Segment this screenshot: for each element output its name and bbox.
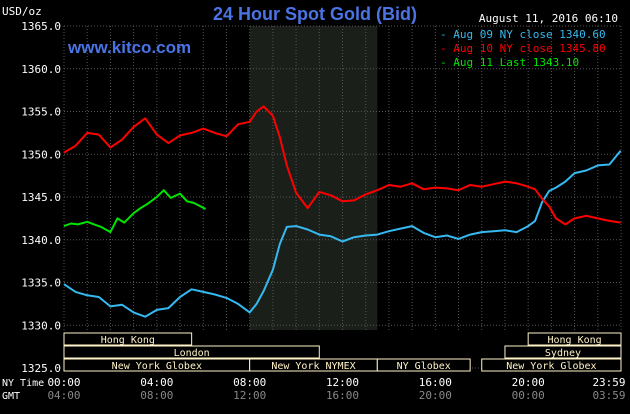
legend-item-aug09: - Aug 09 NY close 1340.60 (440, 28, 606, 41)
session-box (63, 345, 320, 359)
x-tick-label-gmt: 08:00 (140, 389, 173, 402)
x-axis-label-ny: NY Time (2, 378, 44, 389)
y-tick-label: 1360.0 (21, 63, 61, 76)
legend-item-aug11: - Aug 11 Last 1343.10 (440, 56, 580, 69)
legend-item-aug10: - Aug 10 NY close 1345.80 (440, 42, 606, 55)
y-tick-label: 1355.0 (21, 106, 61, 119)
y-tick-label: 1350.0 (21, 148, 61, 161)
x-tick-label-gmt: 12:00 (233, 389, 266, 402)
series-line-1 (63, 105, 621, 226)
session-label: London (174, 348, 210, 359)
session-label: Sydney (545, 348, 581, 359)
session-box (504, 345, 622, 359)
session-label: Hong Kong (101, 335, 155, 346)
x-tick-label-gmt: 04:00 (47, 389, 80, 402)
session-box (527, 332, 622, 346)
y-tick-label: 1335.0 (21, 277, 61, 290)
session-label: New York Globex (112, 361, 202, 372)
x-tick-label-ny: 16:00 (419, 376, 452, 389)
x-tick-label-gmt: 16:00 (326, 389, 359, 402)
x-tick-label-gmt: 00:00 (512, 389, 545, 402)
x-tick-label-ny: 04:00 (140, 376, 173, 389)
nymex-shaded-region (249, 26, 378, 330)
x-tick-label-ny: 12:00 (326, 376, 359, 389)
session-label: Hong Kong (547, 335, 601, 346)
brand-link[interactable]: www.kitco.com (68, 38, 192, 57)
series-line-2 (63, 189, 207, 234)
x-tick-label-gmt: 20:00 (419, 389, 452, 402)
x-tick-label-ny: 08:00 (233, 376, 266, 389)
y-tick-label: 1340.0 (21, 234, 61, 247)
session-label: New York NYMEX (271, 361, 355, 372)
timestamp: August 11, 2016 06:10 (478, 12, 618, 25)
session-box (481, 358, 622, 372)
x-tick-label-gmt: 03:59 (592, 389, 625, 402)
y-tick-label: 1365.0 (21, 20, 61, 33)
session-box (376, 358, 471, 372)
y-tick-label: 1330.0 (21, 319, 61, 332)
session-box (63, 332, 193, 346)
series-line-0 (63, 150, 622, 318)
y-tick-label: 1345.0 (21, 191, 61, 204)
x-tick-label-ny: 00:00 (47, 376, 80, 389)
x-tick-label-ny: 20:00 (512, 376, 545, 389)
session-label: NY Globex (397, 361, 451, 372)
y-tick-label: 1325.0 (21, 362, 61, 375)
legend: - Aug 09 NY close 1340.60 - Aug 10 NY cl… (440, 28, 626, 70)
x-tick-label-ny: 23:59 (592, 376, 625, 389)
session-label: New York Globex (506, 361, 596, 372)
x-axis-label-gmt: GMT (2, 391, 20, 402)
y-axis-unit: USD/oz (2, 5, 42, 18)
